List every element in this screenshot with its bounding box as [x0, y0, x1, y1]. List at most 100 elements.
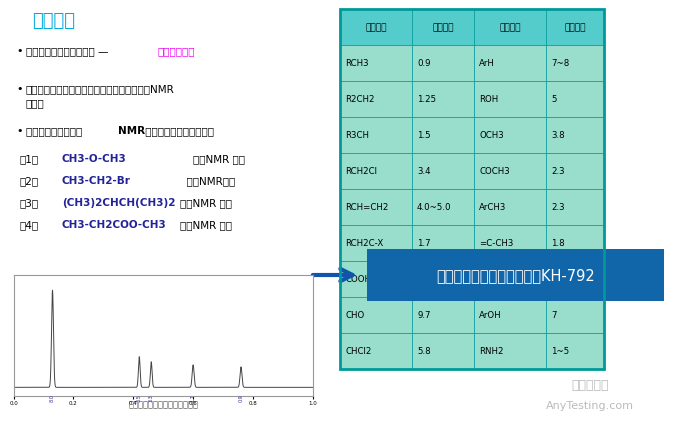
- Text: ArOH: ArOH: [479, 311, 502, 320]
- Text: RCH2Cl: RCH2Cl: [345, 167, 377, 176]
- Bar: [546, 297, 604, 333]
- Bar: [340, 82, 412, 118]
- Bar: [546, 190, 604, 225]
- Text: 1.5: 1.5: [417, 131, 430, 140]
- Text: •: •: [16, 84, 22, 94]
- Text: 化学位移: 化学位移: [432, 24, 454, 32]
- Bar: [412, 225, 474, 261]
- Bar: [474, 225, 546, 261]
- Text: CH3-O-CH3: CH3-O-CH3: [62, 154, 126, 164]
- Text: 2.3: 2.3: [551, 167, 564, 176]
- Text: 2.3: 2.3: [551, 203, 564, 212]
- Text: 11: 11: [417, 275, 428, 284]
- Text: 5: 5: [551, 95, 556, 104]
- Text: 1~5: 1~5: [551, 347, 569, 356]
- Bar: [474, 333, 546, 369]
- Text: COCH3: COCH3: [479, 167, 510, 176]
- Text: 信号。: 信号。: [26, 98, 45, 108]
- Text: 3.8: 3.8: [551, 131, 564, 140]
- Bar: [474, 190, 546, 225]
- Text: 3.4: 3.4: [417, 167, 430, 176]
- Text: 化学位移: 化学位移: [564, 24, 585, 32]
- Bar: [412, 297, 474, 333]
- Bar: [340, 118, 412, 154]
- Text: 1.25: 1.25: [417, 95, 436, 104]
- Bar: [340, 10, 604, 369]
- Text: 谱中出现不同的信号组。: 谱中出现不同的信号组。: [142, 126, 214, 136]
- Bar: [340, 10, 412, 46]
- Text: AnyTesting.com: AnyTesting.com: [546, 400, 634, 410]
- Text: CHCl2: CHCl2: [345, 347, 371, 356]
- Text: NMR: NMR: [118, 126, 145, 136]
- Text: R2CH2: R2CH2: [345, 95, 375, 104]
- Bar: [546, 333, 604, 369]
- Text: RCH=CH2: RCH=CH2: [345, 203, 388, 212]
- Text: 3.5: 3.5: [137, 393, 141, 401]
- Bar: [340, 190, 412, 225]
- Text: 8.0: 8.0: [50, 393, 55, 401]
- Bar: [546, 10, 604, 46]
- Bar: [340, 46, 412, 82]
- Bar: [474, 118, 546, 154]
- Text: 三组NMR 信号: 三组NMR 信号: [180, 219, 232, 230]
- Text: 1.8: 1.8: [551, 239, 564, 248]
- Bar: [340, 333, 412, 369]
- Text: 二组NMR 信号: 二组NMR 信号: [180, 197, 232, 208]
- Bar: [474, 154, 546, 190]
- Text: CH3-CH2COO-CH3: CH3-CH2COO-CH3: [62, 219, 167, 230]
- Text: 质子类型: 质子类型: [365, 24, 387, 32]
- Text: 化学不等价的质子在: 化学不等价的质子在: [26, 126, 86, 136]
- Bar: [340, 154, 412, 190]
- Bar: [340, 297, 412, 333]
- Text: ArCH3: ArCH3: [479, 203, 507, 212]
- Bar: [474, 261, 546, 297]
- Text: 0.9: 0.9: [417, 59, 430, 68]
- Text: 例1：: 例1：: [20, 154, 39, 164]
- Bar: [474, 46, 546, 82]
- Text: 5.3: 5.3: [551, 275, 564, 284]
- Text: 某陶化液经处理后的核磁氢谱图: 某陶化液经处理后的核磁氢谱图: [129, 399, 198, 408]
- Bar: [412, 82, 474, 118]
- Text: •: •: [16, 126, 22, 136]
- Text: 主要有机成分：硅烷偶联剂KH-792: 主要有机成分：硅烷偶联剂KH-792: [436, 268, 595, 283]
- Text: 9.7: 9.7: [417, 311, 430, 320]
- FancyBboxPatch shape: [367, 249, 664, 301]
- Text: RNH2: RNH2: [479, 347, 503, 356]
- Bar: [412, 261, 474, 297]
- Text: OCH3: OCH3: [479, 131, 504, 140]
- Bar: [340, 261, 412, 297]
- Text: ArH: ArH: [479, 59, 495, 68]
- Bar: [546, 82, 604, 118]
- Text: (CH3)2CHCH(CH3)2: (CH3)2CHCH(CH3)2: [62, 197, 175, 208]
- Text: COOH: COOH: [345, 275, 371, 284]
- Text: R3CH: R3CH: [345, 131, 369, 140]
- Text: 一组NMR 信号: 一组NMR 信号: [180, 154, 245, 164]
- Text: 化学等价的质子其化学位移相同，仅出现一组NMR: 化学等价的质子其化学位移相同，仅出现一组NMR: [26, 84, 175, 94]
- Text: 嘉峪检测网: 嘉峪检测网: [571, 379, 609, 392]
- Text: 5.8: 5.8: [417, 347, 430, 356]
- Text: (RO)2CH2: (RO)2CH2: [479, 275, 522, 284]
- Text: 例4：: 例4：: [20, 219, 39, 230]
- Text: CH3-CH2-Br: CH3-CH2-Br: [62, 175, 131, 186]
- Text: 二组NMR信号: 二组NMR信号: [180, 175, 235, 186]
- Text: 1.7: 1.7: [190, 393, 196, 401]
- Bar: [474, 297, 546, 333]
- Text: 例2：: 例2：: [20, 175, 39, 186]
- Bar: [412, 154, 474, 190]
- Text: =C-CH3: =C-CH3: [479, 239, 513, 248]
- Bar: [474, 82, 546, 118]
- Text: 处于相同化学环境的原子 —: 处于相同化学环境的原子 —: [26, 46, 112, 56]
- Bar: [412, 190, 474, 225]
- Text: CHO: CHO: [345, 311, 364, 320]
- Text: 7~8: 7~8: [551, 59, 569, 68]
- Bar: [546, 118, 604, 154]
- Bar: [546, 225, 604, 261]
- Text: 质子类型: 质子类型: [499, 24, 521, 32]
- Bar: [546, 261, 604, 297]
- Bar: [412, 118, 474, 154]
- Text: 0.9: 0.9: [239, 393, 243, 401]
- Text: 化学等价原子: 化学等价原子: [158, 46, 196, 56]
- Bar: [412, 333, 474, 369]
- Text: 7: 7: [551, 311, 556, 320]
- Text: 例3：: 例3：: [20, 197, 39, 208]
